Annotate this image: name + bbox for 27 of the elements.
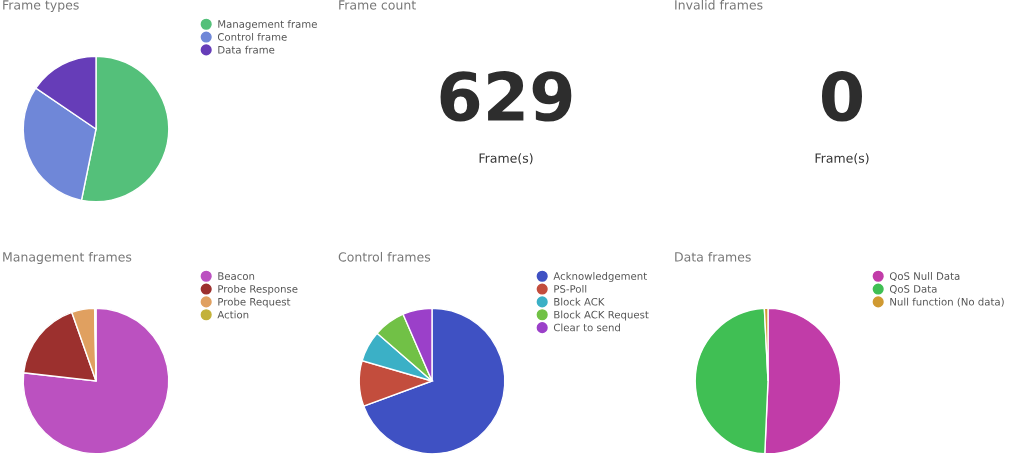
pie-slice: [362, 307, 506, 455]
legend-label: Control frame: [217, 32, 287, 41]
legend-label: Block ACK Request: [554, 310, 649, 321]
chart-title: Control frames: [338, 251, 431, 262]
legend-label: Probe Response: [218, 284, 298, 295]
chart-title: Management frames: [3, 251, 132, 265]
legend-label: Management frame: [218, 20, 317, 30]
text: Invalid frames: [675, 0, 763, 10]
legend-label: Null function (No data): [890, 297, 1004, 307]
text: Frame(s): [479, 153, 533, 165]
pie-slice: [22, 307, 170, 455]
text: Frame count: [339, 0, 416, 10]
legend-label: QoS Null Data: [889, 272, 960, 282]
legend-label: Action: [217, 310, 249, 319]
legend-label: Beacon: [218, 272, 255, 280]
legend-label: Data frame: [218, 45, 275, 54]
chart-title: Frame types: [3, 0, 79, 13]
legend-label: Clear to send: [553, 323, 620, 332]
text: Frame(s): [815, 153, 869, 165]
legend-label: PS-Poll: [554, 284, 587, 293]
text: 0: [821, 71, 863, 122]
text: 629: [440, 71, 572, 122]
legend-label: Acknowledgement: [553, 272, 647, 282]
chart-title: Data frames: [675, 251, 751, 262]
legend-label: Block ACK: [554, 297, 605, 306]
legend-label: QoS Data: [889, 285, 937, 294]
legend-label: Probe Request: [218, 297, 291, 308]
